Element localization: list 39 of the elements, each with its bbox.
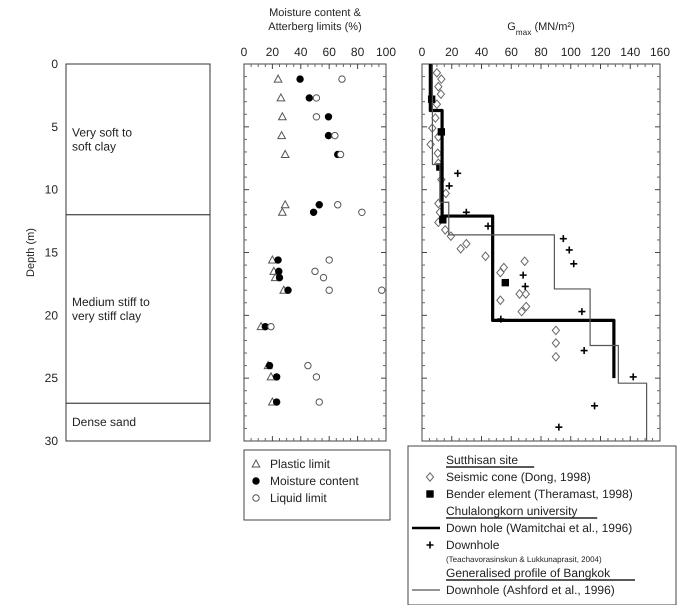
x-tick-label: 40 — [474, 45, 488, 59]
y-tick-label: 25 — [44, 371, 58, 386]
legend-label: Liquid limit — [270, 491, 328, 505]
x-tick-label: 120 — [590, 45, 611, 59]
legend-label: Downhole (Ashford et al., 1996) — [446, 583, 615, 597]
y-tick-label: 5 — [51, 120, 58, 134]
x-axis-title: G$_{max}$ (MN/m²) — [507, 21, 575, 36]
legend-label: Moisture content — [270, 474, 360, 488]
x-tick-label: 140 — [620, 45, 641, 59]
x-tick-label: 100 — [560, 45, 582, 59]
x-tick-label: 80 — [534, 45, 548, 59]
y-tick-label: 10 — [44, 182, 58, 197]
x-axis-title: Moisture content & Atterberg limits (%) — [268, 7, 362, 33]
x-tick-label: 0 — [418, 45, 426, 59]
y-tick-label: 30 — [44, 434, 58, 448]
x-tick-label: 0 — [240, 45, 248, 59]
y-tick-label: 15 — [44, 246, 58, 260]
series-label: Dense sand — [72, 415, 136, 430]
legend-label: Bender element (Theramast, 1998) — [446, 487, 633, 501]
x-tick-label: 60 — [504, 45, 518, 59]
x-tick-label: 80 — [350, 45, 365, 59]
x-tick-label: 20 — [266, 45, 280, 59]
y-tick-label: 20 — [44, 308, 58, 322]
legend-label: Down hole (Wamitchai et al., 1996) — [446, 521, 632, 535]
legend-label: Downhole (Teachavorasinskun & Lukkunaprasit, 2004) — [446, 538, 602, 564]
text: Generalised profile of Bangkok — [446, 566, 612, 580]
x-tick-label: 160 — [650, 45, 670, 59]
y-tick-label: 0 — [51, 57, 58, 71]
y-axis-title: Depth (m) — [25, 228, 37, 277]
x-tick-label: 100 — [376, 45, 396, 59]
legend-label: Seismic cone (Dong, 1998) — [446, 470, 591, 484]
text: Chulalongkorn university — [446, 504, 578, 518]
series-label: Medium stiff to very stiff clay — [72, 295, 150, 324]
legend-label: Plastic limit — [270, 457, 331, 471]
x-tick-label: 20 — [445, 45, 459, 59]
x-tick-label: 60 — [322, 45, 336, 59]
x-tick-label: 40 — [294, 45, 308, 59]
text: Sutthisan site — [446, 453, 518, 467]
series-label: Very soft to soft clay — [72, 125, 132, 154]
